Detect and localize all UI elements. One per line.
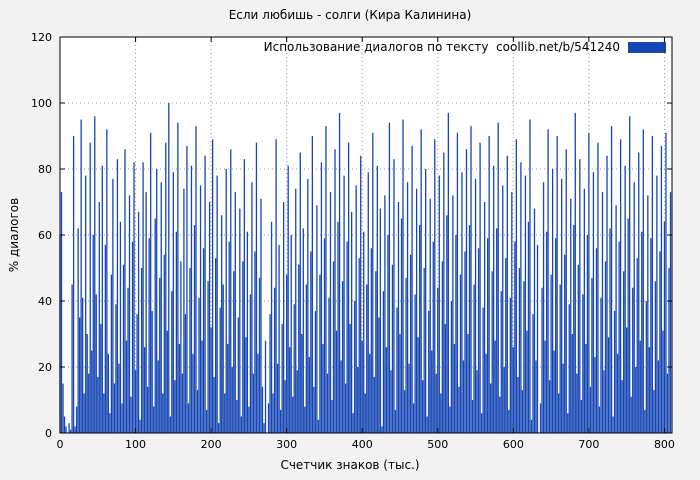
chart-legend: Использование диалогов по тексту coollib… [264,40,666,54]
svg-text:120: 120 [31,31,52,44]
tick-labels: 0 100 200 300 400 500 600 700 800 0 20 40 60 80 100 120 [31,31,675,451]
svg-text:800: 800 [654,438,675,451]
y-axis-label: % диалогов [7,197,21,273]
svg-text:100: 100 [125,438,146,451]
svg-text:300: 300 [276,438,297,451]
svg-text:400: 400 [352,438,373,451]
svg-text:20: 20 [38,361,52,374]
legend-color-swatch [628,41,666,53]
svg-text:200: 200 [201,438,222,451]
plot-area [60,37,672,433]
svg-text:0: 0 [57,438,64,451]
x-axis-label: Счетчик знаков (тыс.) [280,458,420,472]
tick-marks [59,36,672,434]
chart-title: Если любишь - солги (Кира Калинина) [228,8,472,22]
svg-text:500: 500 [427,438,448,451]
svg-text:100: 100 [31,97,52,110]
svg-text:80: 80 [38,163,52,176]
svg-text:700: 700 [578,438,599,451]
svg-text:60: 60 [38,229,52,242]
svg-text:0: 0 [45,427,52,440]
bars [59,103,672,433]
svg-text:600: 600 [503,438,524,451]
legend-label: Использование диалогов по тексту coollib… [263,40,620,54]
svg-text:40: 40 [38,295,52,308]
